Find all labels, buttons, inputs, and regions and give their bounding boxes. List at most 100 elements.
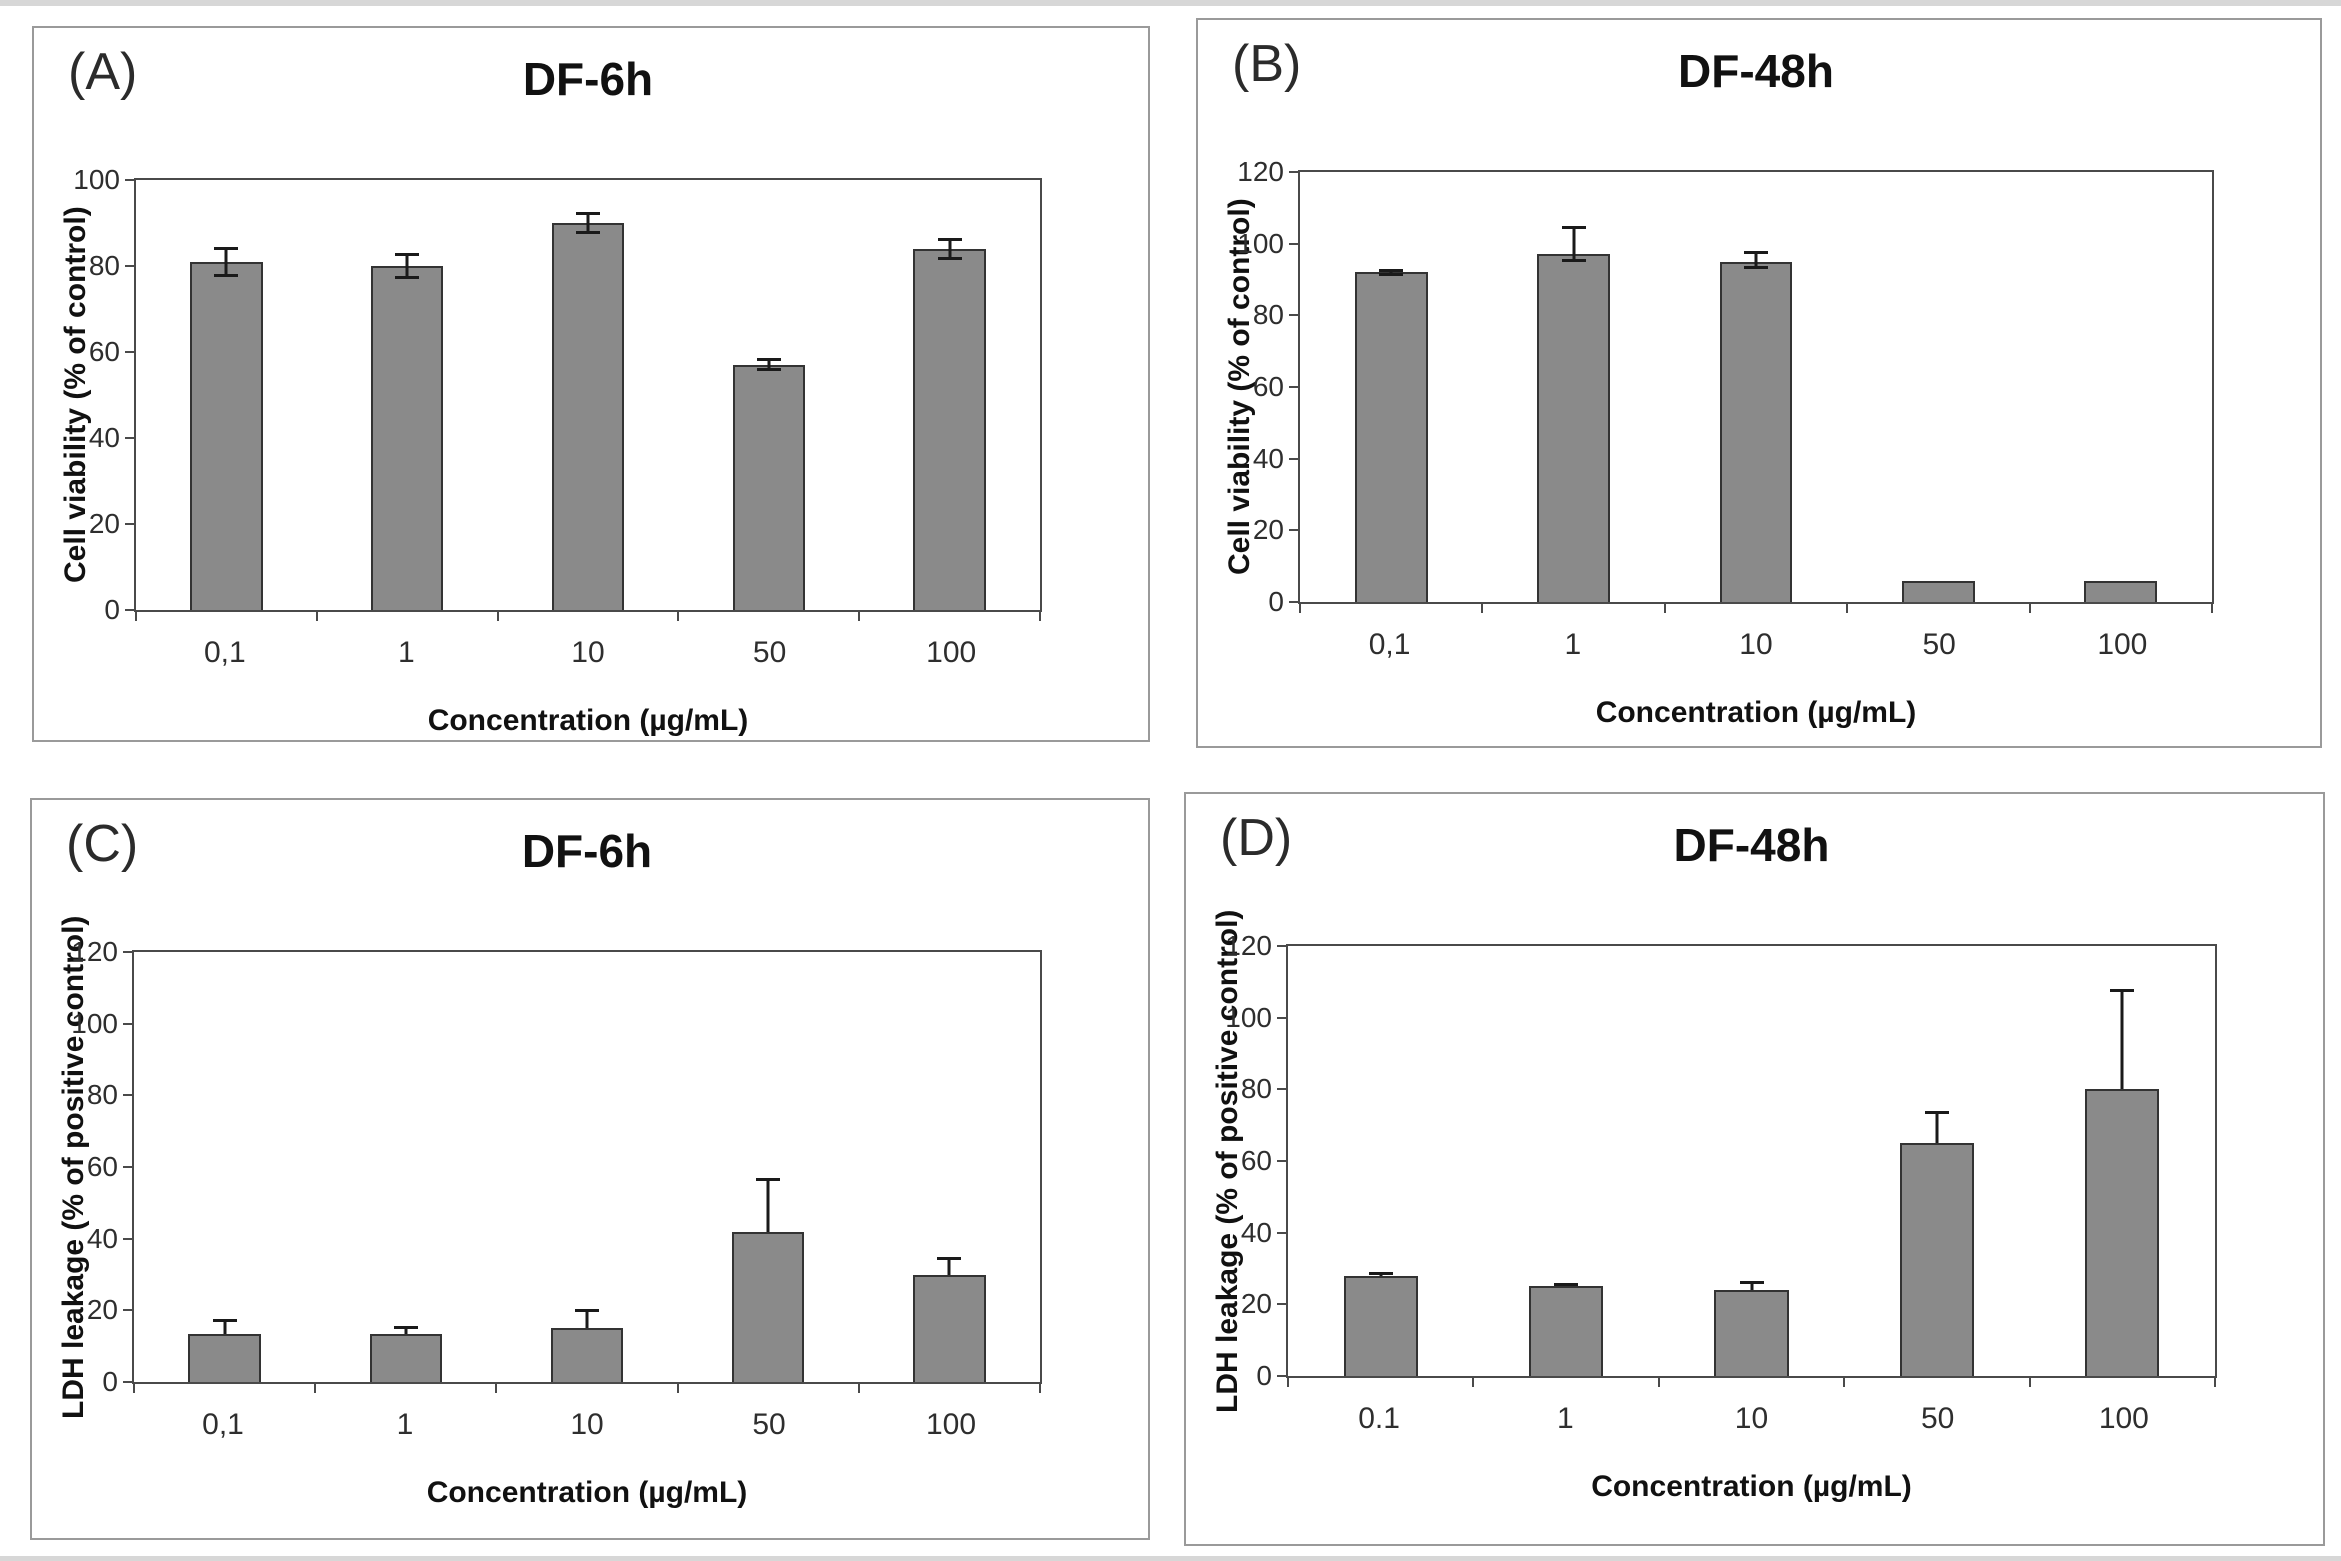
panel-a-cell-viability-6h: (A) DF-6h Cell viability (% of control) …	[32, 26, 1150, 742]
error-bar-cap-top	[576, 212, 600, 216]
x-tick-mark	[1843, 1376, 1846, 1387]
bar-10	[550, 1328, 624, 1382]
x-tick-mark	[2214, 1376, 2216, 1387]
error-bar-cap-bottom	[1379, 272, 1404, 276]
y-tick-mark	[1289, 242, 1300, 245]
bar-1	[371, 266, 444, 610]
panel-c-ldh-leakage-6h: (C) DF-6h LDH leakage (% of positive con…	[30, 798, 1150, 1540]
x-tick-mark	[496, 610, 499, 621]
error-bar-cap-bottom	[576, 230, 600, 234]
error-bar-cap-top	[2110, 989, 2135, 992]
x-tick-mark	[858, 610, 861, 621]
error-bar	[586, 212, 590, 234]
error-bar	[585, 1308, 589, 1329]
plot-area: 0 20 40 60 80 100 120	[71, 937, 1042, 1397]
x-tick-mark	[133, 1382, 135, 1393]
y-tick-mark	[123, 1237, 134, 1240]
y-tick-mark	[1289, 457, 1300, 460]
x-tick-mark	[2028, 602, 2031, 613]
y-tick-label: 0	[104, 594, 120, 625]
y-tick-mark	[123, 1094, 134, 1097]
x-axis-title: Concentration (µg/mL)	[426, 1476, 748, 1509]
scan-edge-top	[0, 0, 2341, 6]
bar-100	[2085, 1089, 2160, 1376]
error-bar	[404, 1326, 408, 1334]
error-bar	[2120, 989, 2124, 1090]
panel-letter: (C)	[66, 815, 139, 873]
bar-100	[913, 248, 986, 610]
error-bar-cap-top	[395, 253, 420, 257]
y-tick-mark	[123, 951, 134, 953]
bar-1	[1537, 254, 1611, 602]
error-bar	[948, 238, 952, 260]
x-tick-mark	[2211, 602, 2213, 613]
bar-50	[1901, 580, 1975, 602]
bar-10	[1719, 261, 1793, 602]
y-tick-label: 100	[1237, 227, 1284, 259]
x-tick-mark	[677, 610, 680, 621]
scan-edge-bottom	[0, 1556, 2341, 1561]
y-tick-mark	[123, 1309, 134, 1312]
x-tick-label: 100	[926, 636, 977, 669]
panel-letter: (A)	[68, 43, 138, 101]
x-tick-mark	[857, 1382, 860, 1393]
y-tick-mark	[1277, 1160, 1288, 1162]
y-tick-mark	[125, 179, 136, 181]
chart-title: DF-48h	[1673, 819, 1830, 871]
y-tick-mark	[123, 1166, 134, 1168]
y-tick-mark	[125, 523, 136, 525]
bar-10	[551, 223, 625, 610]
y-tick-label: 80	[88, 250, 120, 281]
error-bar-cap-top	[575, 1308, 599, 1312]
x-tick-mark	[314, 1382, 317, 1393]
x-axis-title: Concentration (µg/mL)	[427, 704, 749, 737]
y-tick-label: 100	[73, 164, 120, 195]
x-tick-label: 100	[2098, 1402, 2149, 1435]
chart-title: DF-6h	[522, 53, 654, 105]
error-bar	[405, 253, 409, 279]
x-tick-label: 1	[1556, 1402, 1574, 1435]
y-tick-label: 20	[1252, 514, 1284, 546]
plot-area: 0 20 40 60 80 100 120	[1225, 931, 2217, 1391]
y-tick-label: 40	[86, 1222, 118, 1254]
x-tick-label: 50	[1922, 628, 1956, 661]
bar-0,1	[1354, 272, 1428, 602]
bar-0,1	[188, 1333, 261, 1382]
error-bar-cap-top	[756, 358, 781, 362]
x-tick-mark	[1287, 1376, 1289, 1387]
x-tick-mark	[315, 610, 318, 621]
y-tick-mark	[1289, 171, 1300, 173]
x-tick-label: 10	[1734, 1402, 1769, 1435]
y-tick-mark	[1289, 601, 1300, 603]
x-tick-mark	[135, 610, 137, 621]
error-bar-cap-top	[1744, 250, 1768, 254]
error-bar-cap-top	[1739, 1281, 1764, 1285]
y-tick-mark	[1289, 529, 1300, 532]
x-tick-label: 0,1	[202, 1408, 244, 1441]
chart-title: DF-48h	[1678, 45, 1834, 97]
plot-area: 0 20 40 60 80 100 120	[1237, 157, 2214, 617]
error-bar-cap-top	[1368, 1272, 1393, 1276]
panel-letter: (D)	[1220, 809, 1293, 867]
y-tick-label: 40	[88, 422, 120, 453]
y-tick-mark	[1277, 1231, 1288, 1234]
y-tick-label: 120	[1225, 930, 1272, 961]
y-tick-label: 60	[1240, 1145, 1272, 1176]
y-tick-mark	[1277, 1303, 1288, 1306]
error-bar-cap-top	[214, 246, 239, 250]
y-tick-mark	[123, 1022, 134, 1025]
x-tick-mark	[1039, 610, 1041, 621]
x-tick-mark	[1846, 602, 1849, 613]
y-tick-label: 0	[1256, 1360, 1272, 1391]
error-bar-cap-bottom	[1744, 265, 1768, 269]
y-tick-label: 100	[1225, 1001, 1272, 1033]
chart-title: DF-6h	[521, 825, 653, 877]
error-bar-cap-top	[1554, 1282, 1579, 1286]
plot-area: 0 20 40 60 80 100	[73, 165, 1042, 625]
x-tick-label: 50	[752, 1408, 786, 1441]
error-bar	[1754, 250, 1758, 269]
y-tick-mark	[125, 351, 136, 353]
bar-100	[2084, 580, 2158, 602]
bar-1	[369, 1333, 443, 1382]
error-bar-cap-bottom	[214, 273, 239, 277]
